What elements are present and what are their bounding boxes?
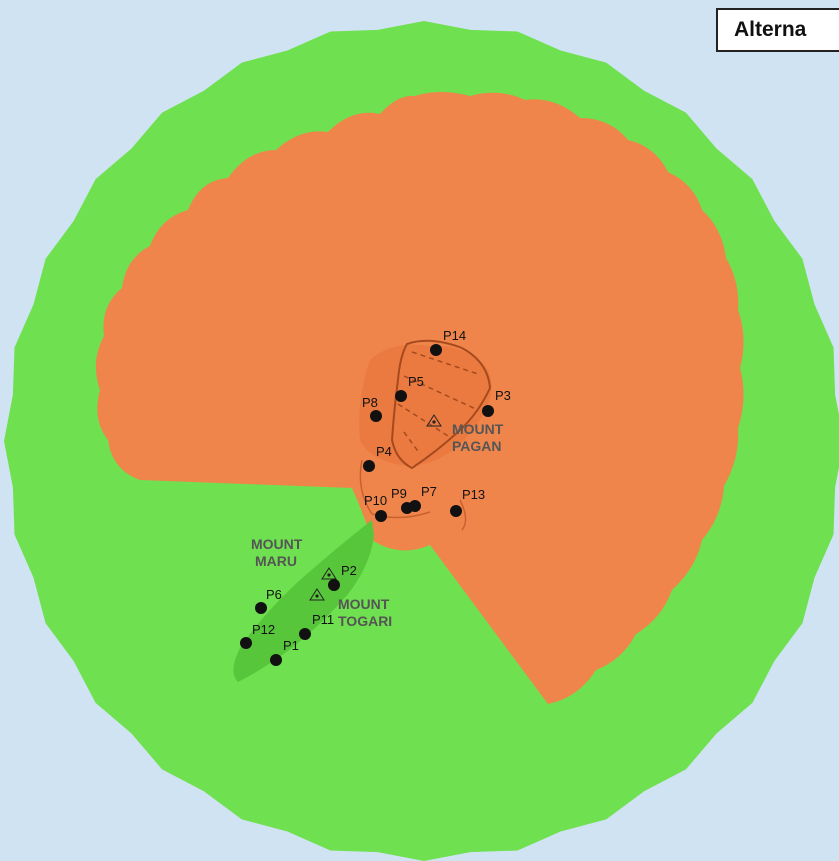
point-marker-p13[interactable]	[450, 505, 462, 517]
volcano-label-pagan: MOUNT PAGAN	[452, 421, 504, 454]
maru-togari-zone	[233, 520, 374, 682]
point-label-p10: P10	[364, 493, 387, 508]
point-marker-p6[interactable]	[255, 602, 267, 614]
point-label-p2: P2	[341, 563, 357, 578]
point-marker-p12[interactable]	[240, 637, 252, 649]
point-label-p8: P8	[362, 395, 378, 410]
point-label-p6: P6	[266, 587, 282, 602]
point-label-p5: P5	[408, 374, 424, 389]
point-label-p14: P14	[443, 328, 466, 343]
volcano-label-maru: MOUNT MARU	[251, 536, 303, 569]
point-marker-p1[interactable]	[270, 654, 282, 666]
volcano-triangle-icon	[321, 567, 337, 580]
point-label-p3: P3	[495, 388, 511, 403]
point-marker-p8[interactable]	[370, 410, 382, 422]
point-marker-p11[interactable]	[299, 628, 311, 640]
volcano-triangle-icon	[426, 414, 442, 427]
point-marker-p10[interactable]	[375, 510, 387, 522]
caldera-dashes	[397, 351, 479, 455]
point-label-p1: P1	[283, 638, 299, 653]
point-marker-p2[interactable]	[328, 579, 340, 591]
map-title: Alterna	[716, 8, 839, 52]
point-marker-p3[interactable]	[482, 405, 494, 417]
point-label-p13: P13	[462, 487, 485, 502]
point-label-p9: P9	[391, 486, 407, 501]
volcano-triangle-icon	[309, 588, 325, 601]
volcano-label-togari: MOUNT TOGARI	[338, 596, 392, 629]
point-label-p11: P11	[312, 612, 334, 627]
point-marker-p5[interactable]	[395, 390, 407, 402]
volcano-markers: MOUNT PAGAN MOUNT MARU MOUNT TOGARI	[251, 414, 504, 629]
pagan-caldera-outline	[390, 339, 492, 470]
sample-points: P1 P2 P3 P4 P5 P6 P7 P8 P9 P10 P11 P12 P13 P14	[240, 328, 511, 666]
point-label-p4: P4	[376, 444, 392, 459]
point-marker-p14[interactable]	[430, 344, 442, 356]
point-label-p12: P12	[252, 622, 275, 637]
point-label-p7: P7	[421, 484, 437, 499]
point-marker-p9[interactable]	[401, 502, 413, 514]
point-marker-p4[interactable]	[363, 460, 375, 472]
